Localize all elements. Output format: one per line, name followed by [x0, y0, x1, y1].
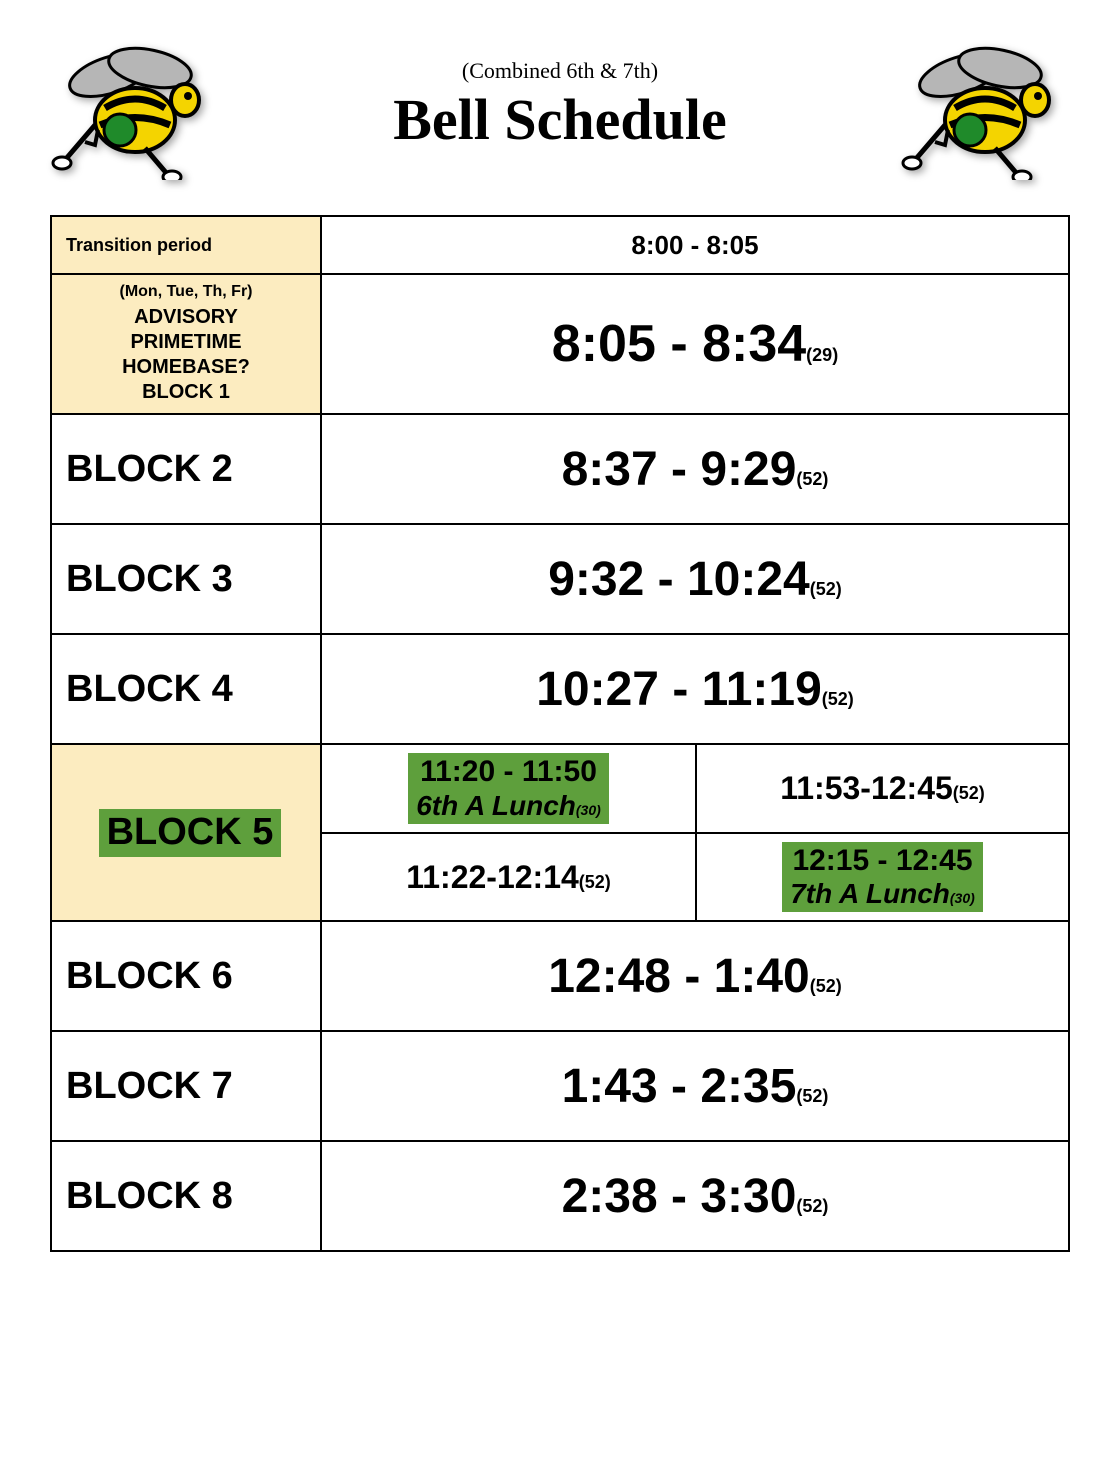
block5-tl-time: 11:20 - 11:50	[416, 755, 601, 790]
block5-tr-dur: (52)	[953, 783, 985, 803]
row-block2: BLOCK 2 8:37 - 9:29(52)	[51, 414, 1069, 524]
block6-time: 12:48 - 1:40	[548, 950, 810, 1003]
block5-br-name: 7th A Lunch	[790, 878, 950, 909]
block4-time: 10:27 - 11:19	[536, 663, 822, 716]
block6-time-cell: 12:48 - 1:40(52)	[321, 921, 1069, 1031]
transition-label: Transition period	[66, 235, 212, 255]
mascot-right-icon	[900, 30, 1070, 180]
block2-label: BLOCK 2	[66, 448, 233, 490]
advisory-l4: BLOCK 1	[58, 380, 314, 405]
advisory-time-cell: 8:05 - 8:34(29)	[321, 274, 1069, 414]
block5-bl-cell: 11:22-12:14(52)	[321, 833, 696, 922]
block8-label-cell: BLOCK 8	[51, 1141, 321, 1251]
transition-time-cell: 8:00 - 8:05	[321, 216, 1069, 274]
block4-label: BLOCK 4	[66, 668, 233, 710]
block2-label-cell: BLOCK 2	[51, 414, 321, 524]
subtitle: (Combined 6th & 7th)	[220, 58, 900, 84]
block4-label-cell: BLOCK 4	[51, 634, 321, 744]
block6-label-cell: BLOCK 6	[51, 921, 321, 1031]
block7-label-cell: BLOCK 7	[51, 1031, 321, 1141]
row-block7: BLOCK 7 1:43 - 2:35(52)	[51, 1031, 1069, 1141]
header: (Combined 6th & 7th) Bell Schedule	[50, 30, 1070, 180]
block8-dur: (52)	[796, 1196, 828, 1216]
advisory-l1: ADVISORY	[58, 305, 314, 330]
row-block8: BLOCK 8 2:38 - 3:30(52)	[51, 1141, 1069, 1251]
advisory-lines: ADVISORY PRIMETIME HOMEBASE? BLOCK 1	[58, 305, 314, 405]
block5-bl-time: 11:22-12:14	[406, 859, 579, 895]
row-block6: BLOCK 6 12:48 - 1:40(52)	[51, 921, 1069, 1031]
block4-time-cell: 10:27 - 11:19(52)	[321, 634, 1069, 744]
advisory-note: (Mon, Tue, Th, Fr)	[58, 283, 314, 301]
block8-time: 2:38 - 3:30	[562, 1170, 797, 1223]
block8-time-cell: 2:38 - 3:30(52)	[321, 1141, 1069, 1251]
row-transition: Transition period 8:00 - 8:05	[51, 216, 1069, 274]
transition-label-cell: Transition period	[51, 216, 321, 274]
block6-dur: (52)	[810, 976, 842, 996]
block5-br-hl: 12:15 - 12:45 7th A Lunch(30)	[782, 842, 983, 913]
block3-dur: (52)	[810, 579, 842, 599]
block7-dur: (52)	[796, 1086, 828, 1106]
row-block3: BLOCK 3 9:32 - 10:24(52)	[51, 524, 1069, 634]
block5-label: BLOCK 5	[99, 809, 282, 857]
block5-tr-cell: 11:53-12:45(52)	[696, 744, 1069, 833]
block5-label-cell: BLOCK 5	[51, 744, 321, 921]
advisory-l2: PRIMETIME	[58, 330, 314, 355]
mascot-left-icon	[50, 30, 220, 180]
advisory-dur: (29)	[806, 345, 838, 365]
row-block4: BLOCK 4 10:27 - 11:19(52)	[51, 634, 1069, 744]
advisory-label-cell: (Mon, Tue, Th, Fr) ADVISORY PRIMETIME HO…	[51, 274, 321, 414]
block6-label: BLOCK 6	[66, 955, 233, 997]
block4-dur: (52)	[822, 689, 854, 709]
block5-tr-time: 11:53-12:45	[780, 770, 953, 806]
block3-time-cell: 9:32 - 10:24(52)	[321, 524, 1069, 634]
page-title: Bell Schedule	[220, 86, 900, 153]
block2-dur: (52)	[796, 469, 828, 489]
block5-tl-dur: (30)	[576, 802, 601, 818]
block2-time: 8:37 - 9:29	[562, 443, 797, 496]
schedule-table: Transition period 8:00 - 8:05 (Mon, Tue,…	[50, 215, 1070, 1252]
block5-br-time: 12:15 - 12:45	[790, 844, 975, 879]
block7-label: BLOCK 7	[66, 1065, 233, 1107]
block8-label: BLOCK 8	[66, 1175, 233, 1217]
block2-time-cell: 8:37 - 9:29(52)	[321, 414, 1069, 524]
block3-label: BLOCK 3	[66, 558, 233, 600]
advisory-l3: HOMEBASE?	[58, 355, 314, 380]
advisory-time: 8:05 - 8:34	[552, 315, 806, 373]
row-block5a: BLOCK 5 11:20 - 11:50 6th A Lunch(30) 11…	[51, 744, 1069, 833]
transition-time: 8:00 - 8:05	[631, 230, 758, 260]
block3-time: 9:32 - 10:24	[548, 553, 810, 606]
block7-time: 1:43 - 2:35	[562, 1060, 797, 1113]
page: (Combined 6th & 7th) Bell Schedule Trans…	[0, 0, 1120, 1469]
row-advisory: (Mon, Tue, Th, Fr) ADVISORY PRIMETIME HO…	[51, 274, 1069, 414]
block7-time-cell: 1:43 - 2:35(52)	[321, 1031, 1069, 1141]
block5-bl-dur: (52)	[579, 872, 611, 892]
block5-tl-hl: 11:20 - 11:50 6th A Lunch(30)	[408, 753, 609, 824]
block5-tl-name: 6th A Lunch	[416, 790, 576, 821]
block5-br-cell: 12:15 - 12:45 7th A Lunch(30)	[696, 833, 1069, 922]
title-block: (Combined 6th & 7th) Bell Schedule	[220, 58, 900, 153]
block5-br-dur: (30)	[950, 890, 975, 906]
block3-label-cell: BLOCK 3	[51, 524, 321, 634]
block5-tl-cell: 11:20 - 11:50 6th A Lunch(30)	[321, 744, 696, 833]
